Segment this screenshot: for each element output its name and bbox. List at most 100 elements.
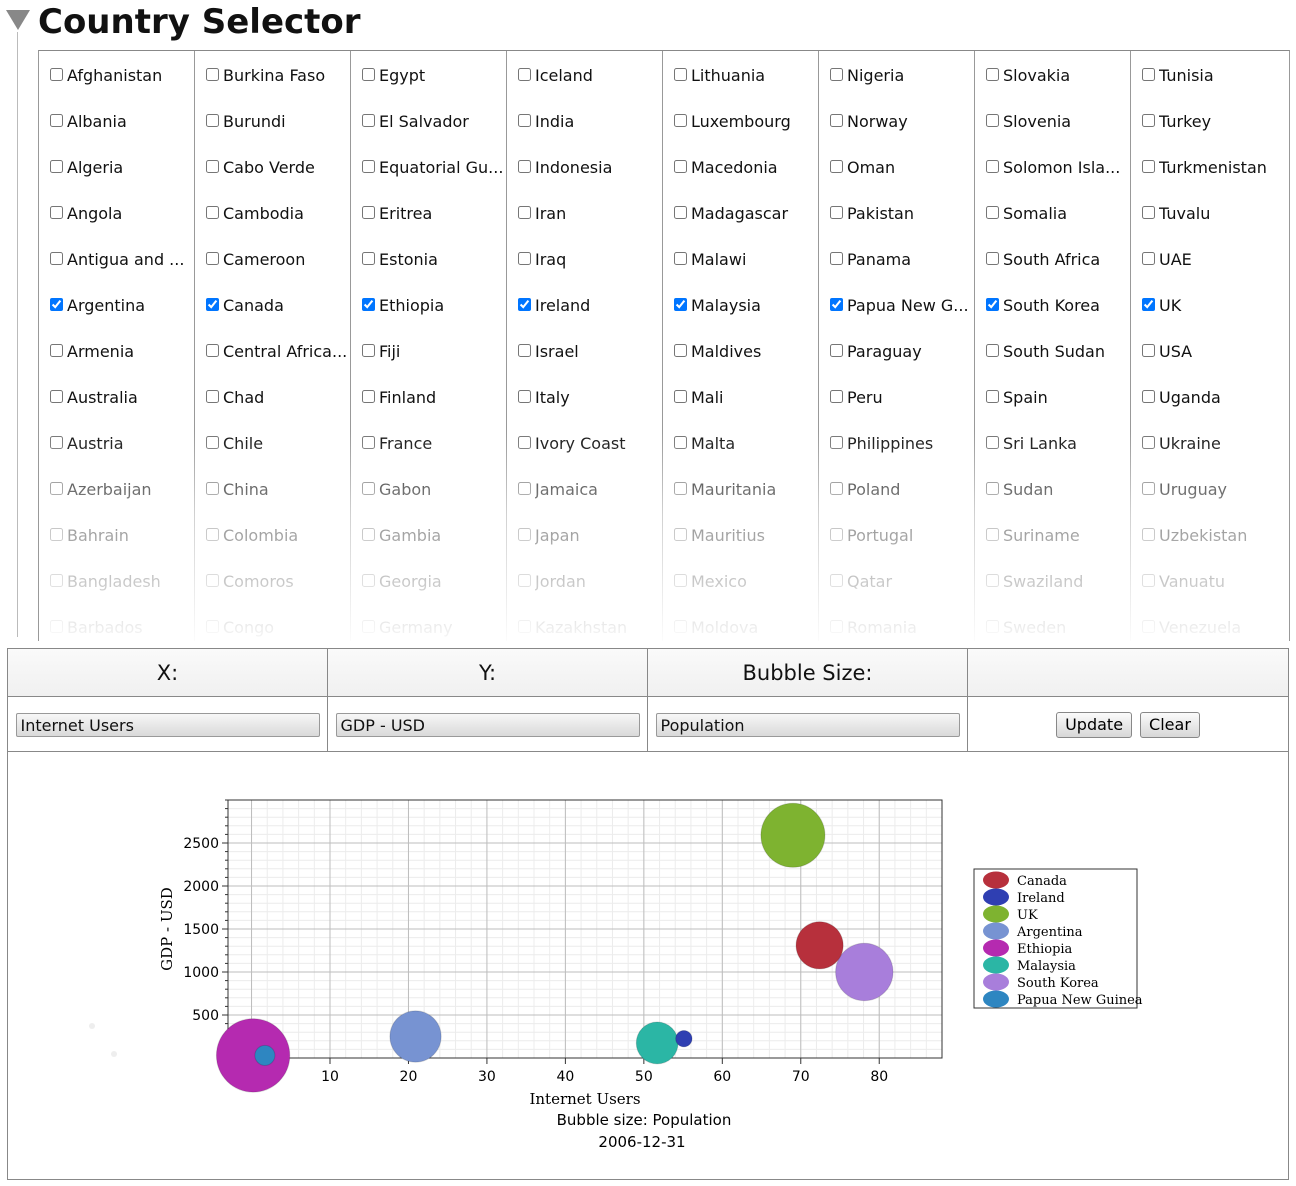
country-item[interactable]: Germany (351, 618, 506, 641)
country-item[interactable]: France (351, 434, 506, 480)
country-item[interactable]: Turkmenistan (1131, 158, 1287, 204)
country-checkbox[interactable] (206, 436, 219, 449)
country-checkbox[interactable] (1142, 344, 1155, 357)
country-checkbox[interactable] (1142, 206, 1155, 219)
country-item[interactable]: Mauritius (663, 526, 818, 572)
country-item[interactable]: Ireland (507, 296, 662, 342)
country-checkbox[interactable] (518, 528, 531, 541)
country-item[interactable]: Papua New G... (819, 296, 974, 342)
country-item[interactable]: Armenia (39, 342, 194, 388)
country-checkbox[interactable] (830, 390, 843, 403)
country-checkbox[interactable] (986, 252, 999, 265)
country-item[interactable]: Gabon (351, 480, 506, 526)
country-checkbox[interactable] (986, 436, 999, 449)
country-item[interactable]: UAE (1131, 250, 1287, 296)
country-checkbox[interactable] (518, 390, 531, 403)
country-checkbox[interactable] (986, 390, 999, 403)
country-item[interactable]: Uruguay (1131, 480, 1287, 526)
country-checkbox[interactable] (362, 528, 375, 541)
y-axis-select[interactable]: GDP - USD (335, 712, 640, 737)
country-checkbox[interactable] (206, 482, 219, 495)
country-item[interactable]: Macedonia (663, 158, 818, 204)
country-checkbox[interactable] (518, 298, 531, 311)
country-item[interactable]: Estonia (351, 250, 506, 296)
country-checkbox[interactable] (50, 114, 63, 127)
country-checkbox[interactable] (518, 252, 531, 265)
country-checkbox[interactable] (674, 206, 687, 219)
country-item[interactable]: Burkina Faso (195, 66, 350, 112)
country-checkbox[interactable] (1142, 574, 1155, 587)
country-item[interactable]: Finland (351, 388, 506, 434)
country-checkbox[interactable] (830, 160, 843, 173)
country-checkbox[interactable] (830, 344, 843, 357)
country-item[interactable]: South Africa (975, 250, 1130, 296)
country-checkbox[interactable] (50, 620, 63, 633)
country-item[interactable]: Eritrea (351, 204, 506, 250)
country-checkbox[interactable] (986, 298, 999, 311)
country-item[interactable]: Slovenia (975, 112, 1130, 158)
country-item[interactable]: Cameroon (195, 250, 350, 296)
country-item[interactable]: Chad (195, 388, 350, 434)
country-checkbox[interactable] (362, 390, 375, 403)
country-checkbox[interactable] (50, 390, 63, 403)
country-item[interactable]: Algeria (39, 158, 194, 204)
country-checkbox[interactable] (986, 160, 999, 173)
country-item[interactable]: Tuvalu (1131, 204, 1287, 250)
x-axis-select[interactable]: Internet Users (15, 712, 320, 737)
country-item[interactable]: Bahrain (39, 526, 194, 572)
country-checkbox[interactable] (986, 68, 999, 81)
country-checkbox[interactable] (986, 114, 999, 127)
country-item[interactable]: Mexico (663, 572, 818, 618)
country-item[interactable]: Iraq (507, 250, 662, 296)
country-item[interactable]: El Salvador (351, 112, 506, 158)
country-checkbox[interactable] (830, 252, 843, 265)
country-item[interactable]: Panama (819, 250, 974, 296)
country-item[interactable]: Ivory Coast (507, 434, 662, 480)
country-item[interactable]: Lithuania (663, 66, 818, 112)
country-item[interactable]: Sweden (975, 618, 1130, 641)
country-checkbox[interactable] (50, 436, 63, 449)
country-checkbox[interactable] (674, 620, 687, 633)
country-item[interactable]: Antigua and ... (39, 250, 194, 296)
country-item[interactable]: Luxembourg (663, 112, 818, 158)
country-item[interactable]: Cambodia (195, 204, 350, 250)
country-item[interactable]: Azerbaijan (39, 480, 194, 526)
country-item[interactable]: UK (1131, 296, 1287, 342)
country-item[interactable]: Australia (39, 388, 194, 434)
country-item[interactable]: Venezuela (1131, 618, 1287, 641)
country-item[interactable]: Malaysia (663, 296, 818, 342)
country-item[interactable]: Spain (975, 388, 1130, 434)
country-checkbox[interactable] (50, 574, 63, 587)
country-item[interactable]: Cabo Verde (195, 158, 350, 204)
country-item[interactable]: Italy (507, 388, 662, 434)
country-item[interactable]: Malawi (663, 250, 818, 296)
country-item[interactable]: Norway (819, 112, 974, 158)
country-item[interactable]: Peru (819, 388, 974, 434)
country-checkbox[interactable] (674, 344, 687, 357)
country-checkbox[interactable] (1142, 482, 1155, 495)
country-item[interactable]: China (195, 480, 350, 526)
country-item[interactable]: Bangladesh (39, 572, 194, 618)
country-checkbox[interactable] (1142, 436, 1155, 449)
country-checkbox[interactable] (206, 160, 219, 173)
country-checkbox[interactable] (674, 252, 687, 265)
country-checkbox[interactable] (1142, 68, 1155, 81)
country-item[interactable]: Japan (507, 526, 662, 572)
country-checkbox[interactable] (1142, 528, 1155, 541)
country-item[interactable]: South Sudan (975, 342, 1130, 388)
country-checkbox[interactable] (50, 160, 63, 173)
country-checkbox[interactable] (206, 114, 219, 127)
country-checkbox[interactable] (50, 528, 63, 541)
country-checkbox[interactable] (830, 114, 843, 127)
country-checkbox[interactable] (830, 620, 843, 633)
country-checkbox[interactable] (674, 574, 687, 587)
country-item[interactable]: South Korea (975, 296, 1130, 342)
country-checkbox[interactable] (518, 436, 531, 449)
country-checkbox[interactable] (50, 298, 63, 311)
country-checkbox[interactable] (674, 68, 687, 81)
country-checkbox[interactable] (518, 114, 531, 127)
country-checkbox[interactable] (986, 206, 999, 219)
country-item[interactable]: Chile (195, 434, 350, 480)
country-checkbox[interactable] (518, 160, 531, 173)
country-item[interactable]: Tunisia (1131, 66, 1287, 112)
